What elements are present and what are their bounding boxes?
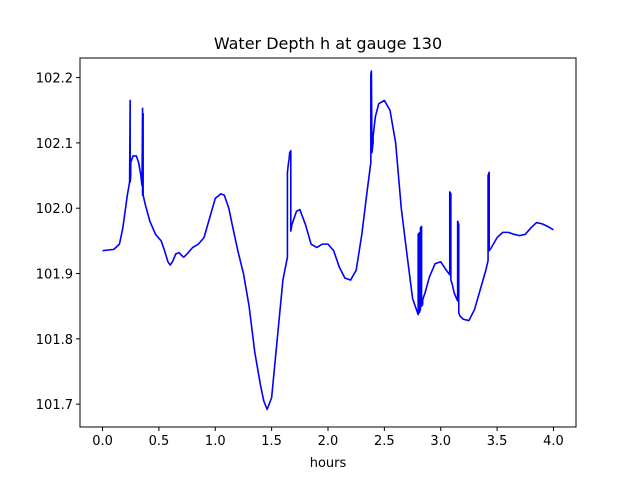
chart-title: Water Depth h at gauge 130 [214,34,442,53]
y-tick-label: 101.8 [36,333,73,348]
x-tick-label: 0.5 [149,434,170,449]
x-axis: 0.0 0.5 1.0 1.5 2.0 2.5 3.0 3.5 4.0 [92,427,564,449]
x-tick-label: 1.0 [205,434,226,449]
series-line-0 [102,70,554,411]
plot-area-frame [79,57,577,428]
x-tick-label: 4.0 [543,434,564,449]
x-tick-label: 0.0 [92,434,113,449]
y-tick-label: 102.1 [36,137,73,152]
x-tick-label: 1.5 [261,434,282,449]
series-layer [102,70,554,411]
x-tick-label: 2.0 [318,434,339,449]
y-tick-label: 102.0 [36,202,73,217]
x-tick-label: 3.5 [487,434,508,449]
y-tick-label: 102.2 [36,72,73,87]
y-tick-label: 101.7 [36,398,73,413]
x-axis-label: hours [310,456,347,471]
y-tick-label: 101.9 [36,268,73,283]
y-axis: 101.7 101.8 101.9 102.0 102.1 102.2 [36,72,80,413]
x-tick-label: 3.0 [430,434,451,449]
x-tick-label: 2.5 [374,434,395,449]
